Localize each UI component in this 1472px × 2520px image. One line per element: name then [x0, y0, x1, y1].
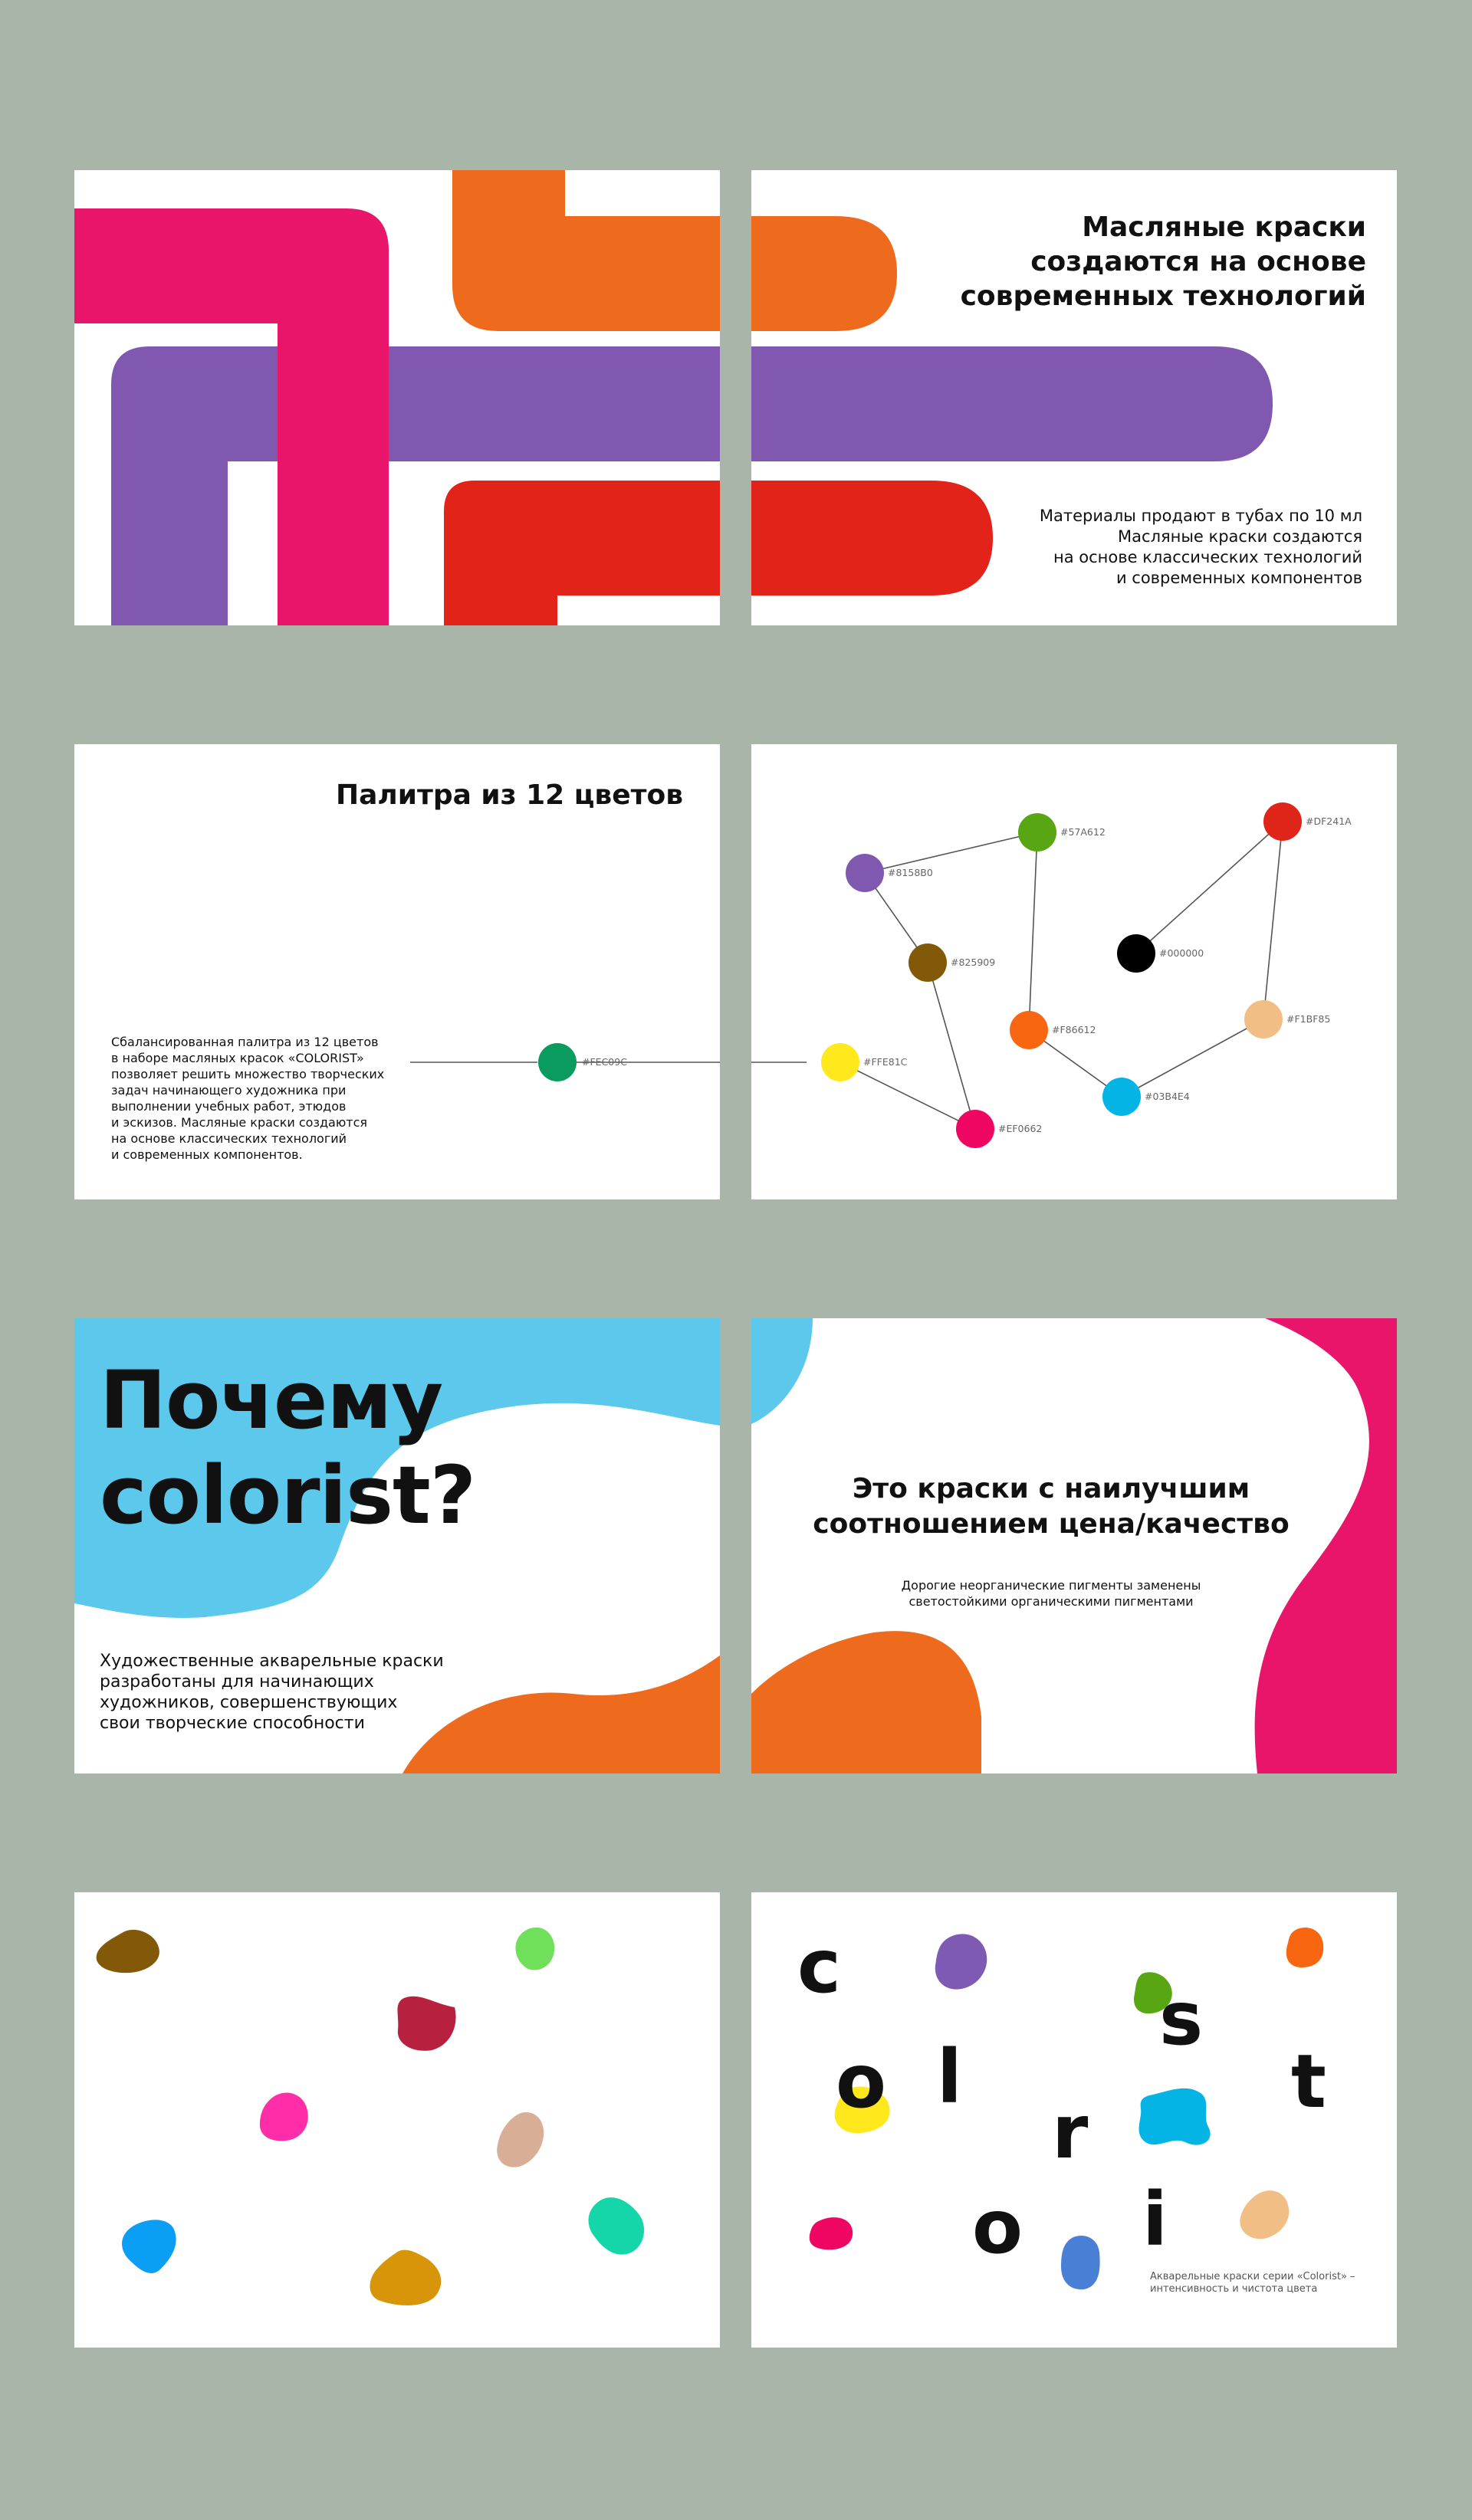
letter-i: i — [1142, 2177, 1168, 2262]
swatch-peach: #F1BF85 — [1244, 1000, 1330, 1039]
title-line: соотношением цена/качество — [813, 1508, 1290, 1540]
swatch-label: #EF0662 — [998, 1123, 1042, 1134]
swatch-magenta: #EF0662 — [956, 1110, 1042, 1148]
pipes-graphic-right — [751, 216, 1273, 596]
slide2-title: Масляные краски создаются на основе совр… — [961, 210, 1366, 313]
swatch-cyan: #03B4E4 — [1102, 1078, 1190, 1116]
swatch-purple: #8158B0 — [846, 854, 933, 892]
caption-line: интенсивность и чистота цвета — [1150, 2283, 1318, 2295]
price-title: Это краски с наилучшим соотношением цена… — [751, 1472, 1351, 1542]
swatch-label: #F86612 — [1052, 1024, 1096, 1035]
body-line: разработаны для начинающих — [100, 1672, 374, 1691]
body-line: и эскизов. Масляные краски создаются — [111, 1115, 368, 1130]
body-line: свои творческие способности — [100, 1714, 365, 1733]
palette-title: Палитра из 12 цветов — [335, 779, 683, 811]
slide-pipes-right: Масляные краски создаются на основе совр… — [751, 170, 1397, 625]
why-title: Почему colorist? — [100, 1353, 476, 1543]
body-line: позволяет решить множество творческих — [111, 1067, 385, 1081]
letters-caption: Акварельные краски серии «Colorist» – ин… — [1150, 2271, 1355, 2295]
title-line: colorist? — [100, 1449, 476, 1542]
body-line: на основе классических технологий — [111, 1131, 347, 1146]
blobs-graphic — [96, 1927, 645, 2305]
letter-l: l — [937, 2034, 962, 2120]
swatch-black: #000000 — [1117, 934, 1204, 973]
slide-why-colorist: Почему colorist? Художественные акварель… — [74, 1318, 720, 1774]
body-line: выполнении учебных работ, этюдов — [111, 1099, 347, 1114]
letters-graphic: c s t o l r o i — [797, 1924, 1326, 2290]
body-line: Масляные краски создаются — [1118, 527, 1362, 546]
blob-orange — [1286, 1928, 1324, 1967]
blob-crimson — [397, 1996, 456, 2051]
slide-price-quality: Это краски с наилучшим соотношением цена… — [751, 1318, 1397, 1774]
swatch-label: #FEC09C — [582, 1056, 627, 1068]
why-body: Художественные акварельные краски разраб… — [100, 1651, 444, 1734]
body-line: светостойкими органическими пигментами — [909, 1594, 1194, 1609]
body-line: в наборе масляных красок «COLORIST» — [111, 1051, 364, 1065]
title-line: создаются на основе — [1030, 246, 1366, 277]
swatch-orange: #F86612 — [1010, 1011, 1096, 1049]
blob-yellow — [834, 2086, 890, 2134]
swatch-label: #57A612 — [1060, 826, 1106, 838]
pipes-graphic — [74, 170, 720, 625]
title-line: современных технологий — [960, 281, 1366, 312]
body-line: Сбалансированная палитра из 12 цветов — [111, 1035, 379, 1049]
swatch-green — [538, 1043, 577, 1081]
blob-brown — [96, 1929, 159, 1974]
swatch-label: #000000 — [1159, 947, 1204, 959]
price-body: Дорогие неорганические пигменты заменены… — [751, 1577, 1351, 1609]
blob-tan — [497, 2111, 544, 2167]
title-line: Масляные краски — [1082, 212, 1366, 243]
slide-colorist-letters: c s t o l r o i Акварельные краски серии… — [751, 1892, 1397, 2348]
swatch-red: #DF241A — [1263, 802, 1352, 841]
slide-pipes-left — [74, 170, 720, 625]
body-line: художников, совершенствующих — [100, 1693, 398, 1712]
blob-lightgreen — [515, 1927, 555, 1970]
body-line: и современных компонентов. — [111, 1147, 303, 1162]
swatch-brown: #825909 — [909, 943, 995, 982]
wave-graphic-right — [751, 1318, 1397, 1774]
body-line: Материалы продают в тубах по 10 мл — [1039, 507, 1362, 525]
letter-r: r — [1052, 2089, 1089, 2175]
slide-palette-right: #8158B0 #57A612 #DF241A #825909 #000000 … — [751, 744, 1397, 1199]
letter-s: s — [1159, 1976, 1203, 2062]
blob-peach — [1240, 2190, 1290, 2239]
body-line: Дорогие неорганические пигменты заменены — [901, 1578, 1201, 1593]
swatch-label: #F1BF85 — [1286, 1013, 1330, 1025]
letter-t: t — [1291, 2039, 1326, 2125]
letter-o2: o — [972, 2184, 1023, 2270]
letter-o: o — [836, 2039, 886, 2125]
palette-description: Сбалансированная палитра из 12 цветов в … — [111, 1034, 384, 1163]
wave-graphic — [74, 1318, 720, 1774]
blob-blue — [1061, 2236, 1100, 2290]
blob-blue — [122, 2220, 176, 2274]
blob-purple — [935, 1934, 987, 1990]
body-line: и современных компонентов — [1116, 569, 1362, 587]
title-line: Почему — [100, 1354, 443, 1447]
palette-network-graphic: #8158B0 #57A612 #DF241A #825909 #000000 … — [751, 802, 1352, 1148]
swatch-label: #825909 — [951, 956, 995, 968]
title-line: Это краски с наилучшим — [852, 1473, 1250, 1504]
palette-connector-graphic: #FEC09C — [410, 1043, 720, 1081]
swatch-label: #8158B0 — [888, 867, 933, 878]
blob-teal — [588, 2197, 645, 2255]
letter-c: c — [797, 1924, 841, 2010]
blob-gold — [370, 2249, 442, 2305]
blob-pink — [259, 2092, 308, 2141]
blob-magenta — [809, 2217, 853, 2250]
slide-blobs — [74, 1892, 720, 2348]
swatch-green: #57A612 — [1018, 813, 1106, 851]
swatch-label: #FFE81C — [863, 1056, 908, 1068]
swatch-yellow: #FFE81C — [821, 1043, 908, 1081]
swatch-label: #DF241A — [1306, 815, 1352, 827]
body-line: на основе классических технологий — [1053, 548, 1362, 566]
body-line: Художественные акварельные краски — [100, 1652, 444, 1671]
blob-cyan — [1138, 2088, 1211, 2145]
slide-palette-left: Палитра из 12 цветов Сбалансированная па… — [74, 744, 720, 1199]
blob-green — [1133, 1972, 1172, 2014]
body-line: задач начинающего художника при — [111, 1083, 347, 1098]
swatch-label: #03B4E4 — [1145, 1091, 1190, 1102]
caption-line: Акварельные краски серии «Colorist» – — [1150, 2271, 1355, 2282]
slide2-body: Материалы продают в тубах по 10 мл Масля… — [1040, 506, 1362, 589]
